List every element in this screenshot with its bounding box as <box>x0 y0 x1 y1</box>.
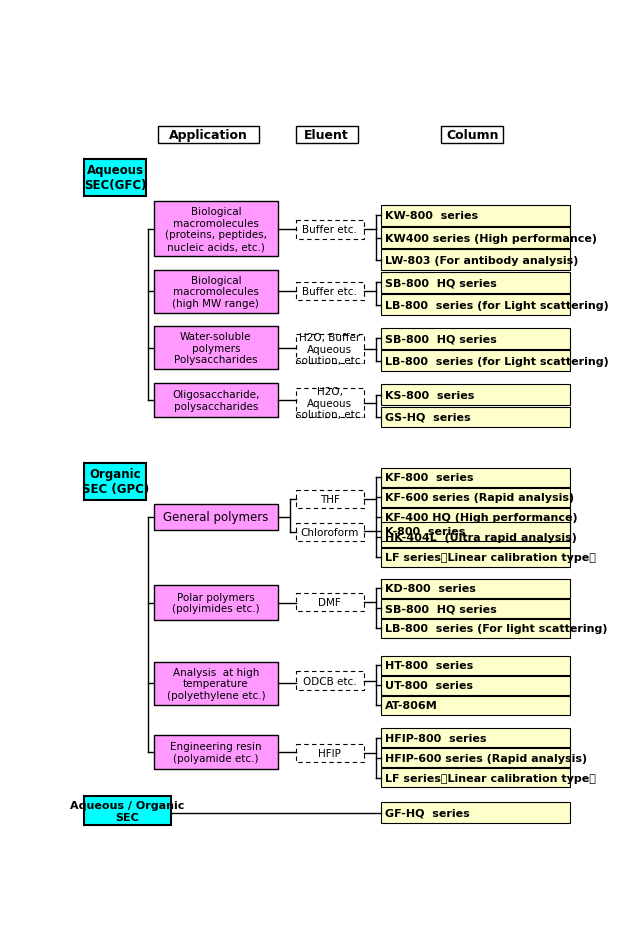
Bar <box>381 529 570 548</box>
Bar <box>296 593 364 612</box>
Text: Oligosaccharide,
polysaccharides: Oligosaccharide, polysaccharides <box>172 390 259 412</box>
Text: HT-800  series: HT-800 series <box>385 661 473 670</box>
Bar <box>381 329 570 349</box>
Bar <box>381 580 570 598</box>
Bar <box>381 768 570 787</box>
Text: SB-800  HQ series: SB-800 HQ series <box>385 603 496 614</box>
Bar <box>154 383 278 418</box>
Bar <box>381 548 570 567</box>
Bar <box>381 228 570 248</box>
Text: K-800  series: K-800 series <box>385 527 465 537</box>
Bar <box>381 802 570 823</box>
Bar <box>381 489 570 507</box>
Text: KW-800  series: KW-800 series <box>385 211 478 221</box>
Text: Analysis  at high
temperature
(polyethylene etc.): Analysis at high temperature (polyethyle… <box>166 667 265 700</box>
Bar <box>381 509 570 527</box>
Bar <box>381 656 570 675</box>
Text: LF series（Linear calibration type）: LF series（Linear calibration type） <box>385 773 596 783</box>
Bar <box>381 729 570 747</box>
Text: Aqueous
SEC(GFC): Aqueous SEC(GFC) <box>84 164 146 192</box>
Text: H2O, Buffer
Aqueous
solution, etc.: H2O, Buffer Aqueous solution, etc. <box>296 333 364 366</box>
Text: Application: Application <box>169 129 248 143</box>
Text: LB-800  series (for Light scattering): LB-800 series (for Light scattering) <box>385 300 609 311</box>
Bar <box>381 468 570 487</box>
Text: LF series（Linear calibration type）: LF series（Linear calibration type） <box>385 553 596 563</box>
Bar <box>154 585 278 620</box>
Bar <box>84 464 146 500</box>
Text: HFIP: HFIP <box>318 749 342 758</box>
Text: Organic
SEC (GPC): Organic SEC (GPC) <box>82 467 149 496</box>
Bar <box>381 599 570 618</box>
Bar <box>154 734 278 769</box>
Bar <box>296 672 364 690</box>
Bar <box>296 523 364 542</box>
Text: Aqueous / Organic
SEC: Aqueous / Organic SEC <box>71 801 185 821</box>
Bar <box>381 206 570 227</box>
Bar <box>296 335 364 364</box>
Text: DMF: DMF <box>318 598 341 608</box>
Bar <box>442 127 503 144</box>
Text: Chloroform: Chloroform <box>300 528 359 537</box>
Bar <box>381 676 570 695</box>
Text: HFIP-600 series (Rapid analysis): HFIP-600 series (Rapid analysis) <box>385 753 587 763</box>
Bar <box>296 490 364 509</box>
Bar <box>158 127 259 144</box>
Text: H2O,
Aqueous
solution, etc.: H2O, Aqueous solution, etc. <box>296 387 364 420</box>
Bar <box>381 351 570 372</box>
Text: GS-HQ  series: GS-HQ series <box>385 413 471 423</box>
Text: SB-800  HQ series: SB-800 HQ series <box>385 334 496 344</box>
Bar <box>154 202 278 257</box>
Bar <box>381 522 570 541</box>
Text: SB-800  HQ series: SB-800 HQ series <box>385 278 496 288</box>
Text: Biological
macromolecules
(high MW range): Biological macromolecules (high MW range… <box>173 276 259 309</box>
Bar <box>381 697 570 715</box>
Text: Column: Column <box>446 129 499 143</box>
Text: HK-404L  (Ultra rapid analysis): HK-404L (Ultra rapid analysis) <box>385 532 577 543</box>
Bar <box>381 250 570 271</box>
Text: GF-HQ  series: GF-HQ series <box>385 808 469 818</box>
Text: KF-800  series: KF-800 series <box>385 473 473 483</box>
Bar <box>381 295 570 315</box>
Bar <box>84 160 146 196</box>
Text: Polar polymers
(polyimides etc.): Polar polymers (polyimides etc.) <box>172 592 259 614</box>
Text: LB-800  series (for Light scattering): LB-800 series (for Light scattering) <box>385 356 609 366</box>
Bar <box>381 619 570 638</box>
Text: KF-400 HQ (High performance): KF-400 HQ (High performance) <box>385 513 577 523</box>
Text: ODCB etc.: ODCB etc. <box>303 676 356 686</box>
Bar <box>154 328 278 369</box>
Bar <box>296 389 364 418</box>
Text: Water-soluble
polymers
Polysaccharides: Water-soluble polymers Polysaccharides <box>174 331 257 364</box>
Bar <box>296 127 358 144</box>
Text: Biological
macromolecules
(proteins, peptides,
nucleic acids, etc.): Biological macromolecules (proteins, pep… <box>165 207 267 252</box>
Text: KD-800  series: KD-800 series <box>385 583 476 594</box>
Text: KW400 series (High performance): KW400 series (High performance) <box>385 233 597 244</box>
Text: Engineering resin
(polyamide etc.): Engineering resin (polyamide etc.) <box>170 741 262 763</box>
Text: UT-800  series: UT-800 series <box>385 681 473 691</box>
Text: LW-803 (For antibody analysis): LW-803 (For antibody analysis) <box>385 256 578 265</box>
Bar <box>296 221 364 240</box>
Bar <box>296 282 364 301</box>
Text: AT-806M: AT-806M <box>385 700 438 711</box>
Text: HFIP-800  series: HFIP-800 series <box>385 733 487 743</box>
Text: General polymers: General polymers <box>163 511 268 524</box>
Bar <box>154 663 278 705</box>
Bar <box>381 407 570 428</box>
Text: Buffer etc.: Buffer etc. <box>302 226 357 235</box>
Bar <box>381 273 570 294</box>
Bar <box>154 504 278 531</box>
Text: KF-600 series (Rapid analysis): KF-600 series (Rapid analysis) <box>385 493 574 503</box>
Text: Eluent: Eluent <box>304 129 349 143</box>
Bar <box>154 271 278 313</box>
Bar <box>381 385 570 406</box>
Bar <box>381 749 570 767</box>
Text: LB-800  series (For light scattering): LB-800 series (For light scattering) <box>385 624 607 633</box>
Bar <box>296 744 364 763</box>
Text: Buffer etc.: Buffer etc. <box>302 287 357 296</box>
Text: KS-800  series: KS-800 series <box>385 390 474 400</box>
Text: THF: THF <box>320 495 340 504</box>
Bar <box>84 797 171 826</box>
